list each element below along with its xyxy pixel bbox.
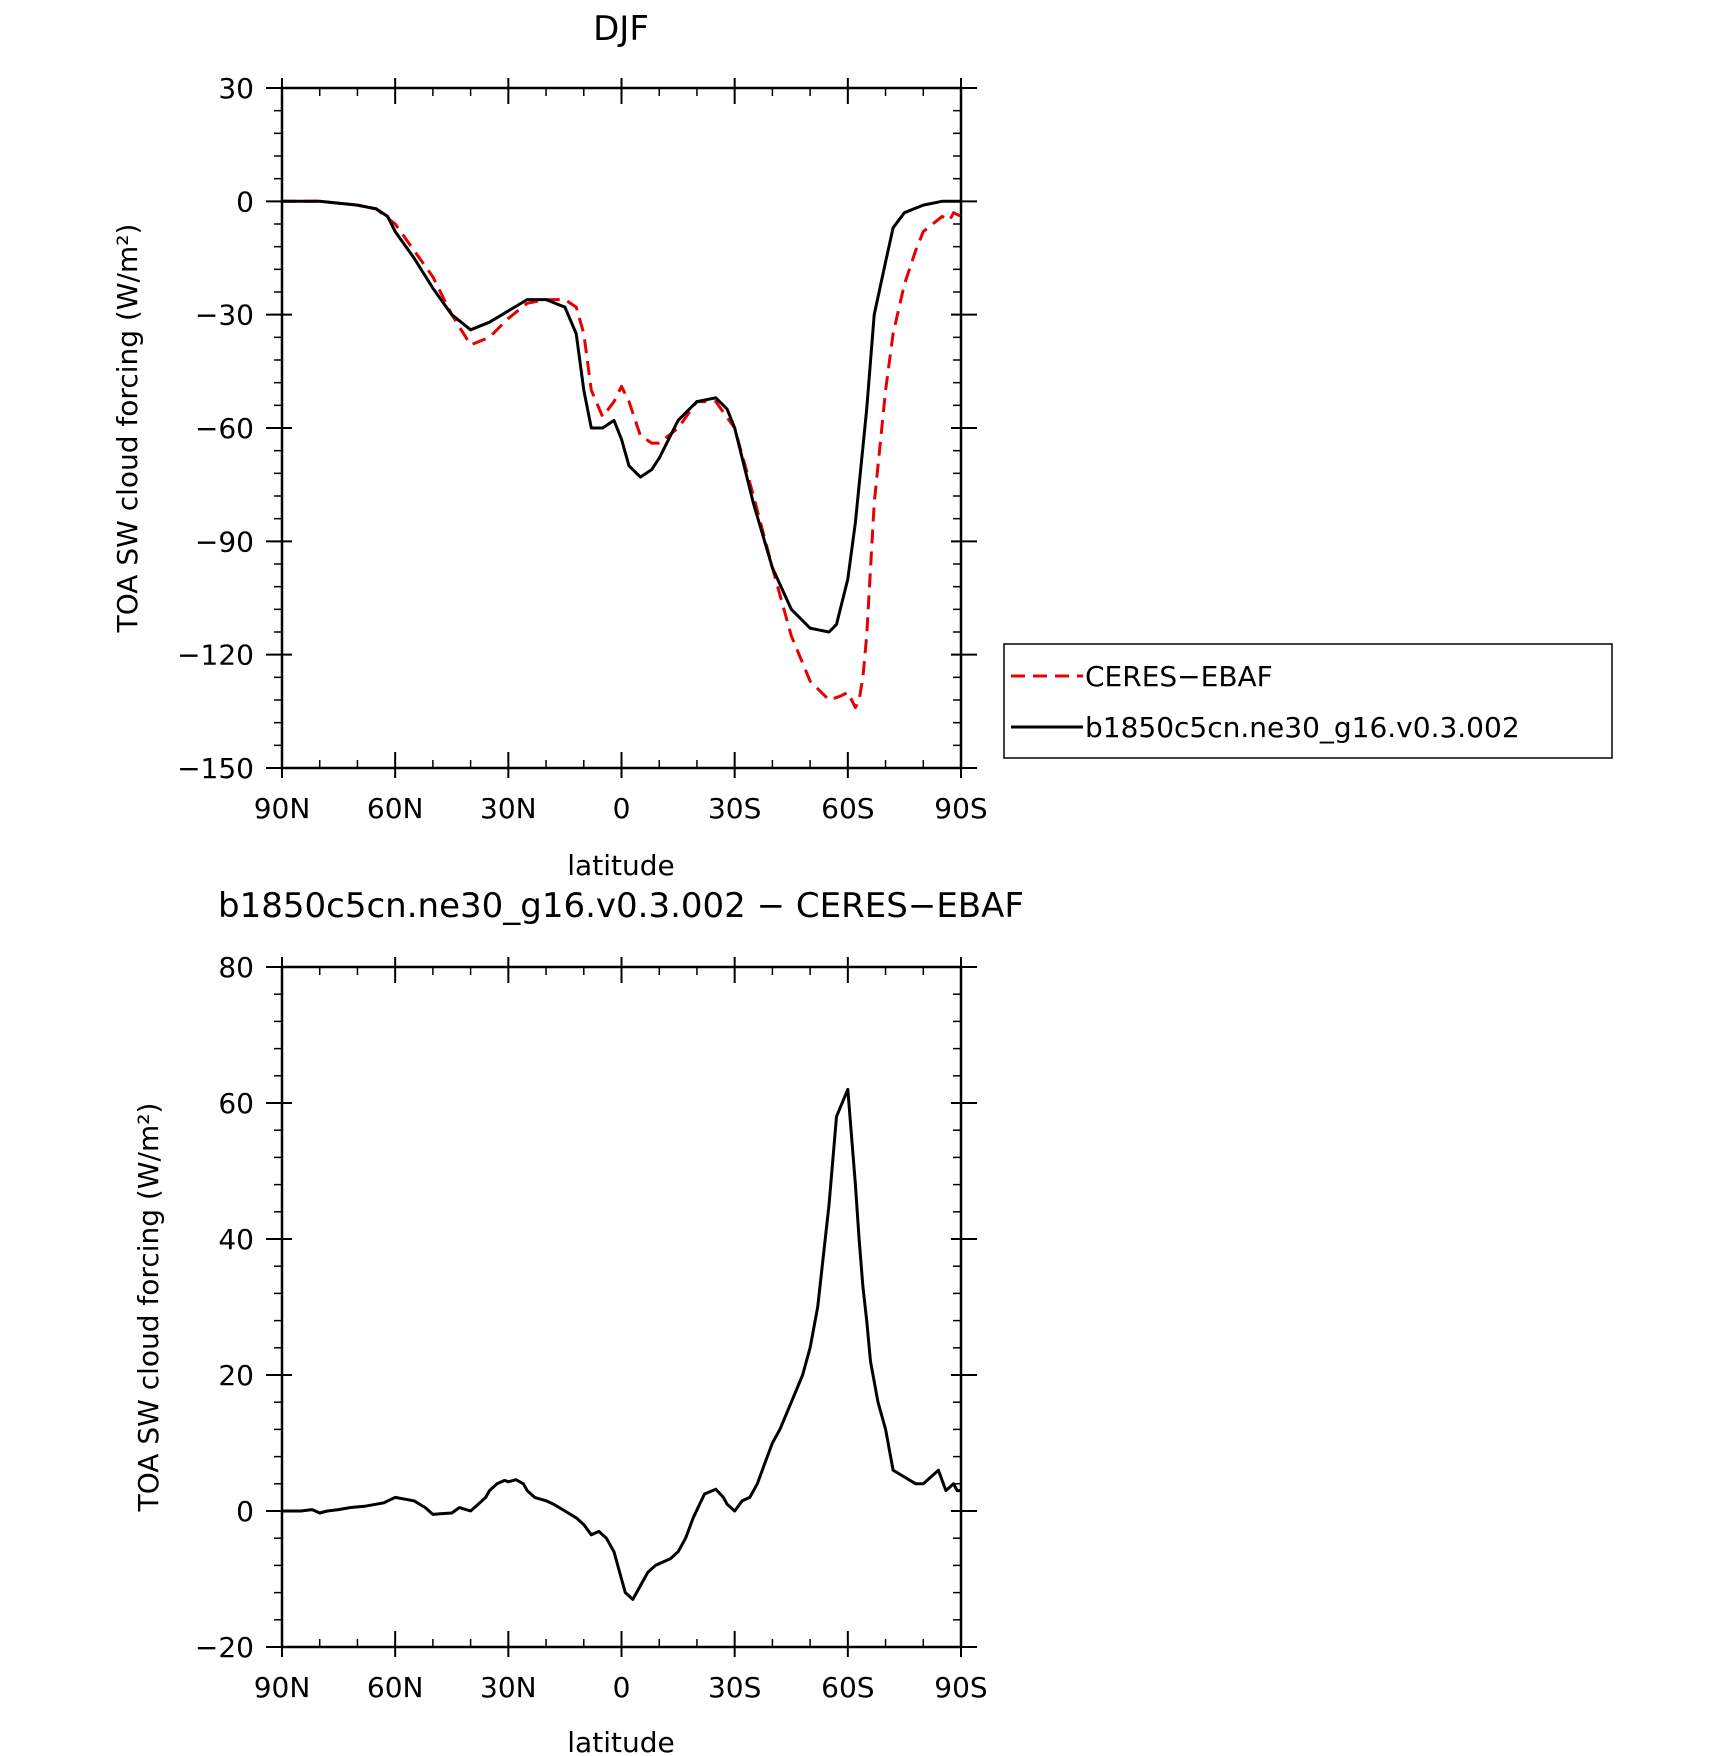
djf-x-tick-label: 90N [254,792,311,825]
difference-y-tick-label: 0 [236,1495,254,1528]
djf-y-tick-label: 30 [218,72,254,105]
difference-y-tick-label: 40 [218,1223,254,1256]
djf-y-axis-title: TOA SW cloud forcing (W/m²) [111,224,144,634]
djf-legend: CERES−EBAF b1850c5cn.ne30_g16.v0.3.002 [1003,643,1613,759]
difference-y-tick-label: 60 [218,1087,254,1120]
legend-model-label: b1850c5cn.ne30_g16.v0.3.002 [1085,711,1520,744]
djf-x-tick-label: 30S [708,792,761,825]
difference-plot-frame [280,965,963,1649]
legend-box [1003,643,1613,759]
difference-series-line-0 [282,1087,961,1601]
difference-x-tick-label: 60N [367,1671,424,1704]
djf-x-tick-label: 30N [480,792,537,825]
djf-series-line-0 [282,199,962,710]
djf-y-tick-label: −120 [177,639,254,672]
djf-x-tick-label: 0 [613,792,631,825]
difference-y-tick-label: −20 [195,1631,254,1664]
difference-x-tick-label: 60S [821,1671,874,1704]
difference-series-group [282,1087,961,1601]
difference-title: b1850c5cn.ne30_g16.v0.3.002 − CERES−EBAF [218,886,1024,926]
djf-plot-frame [280,86,963,770]
difference-y-tick-label: 80 [218,951,254,984]
djf-series-group [282,199,962,710]
difference-x-tick-label: 30N [480,1671,537,1704]
djf-x-tick-label: 60N [367,792,424,825]
djf-y-tick-label: −60 [195,412,254,445]
legend-ceres-label: CERES−EBAF [1085,660,1273,693]
djf-y-tick-label: −30 [195,299,254,332]
djf-title: DJF [593,9,649,49]
djf-x-tick-label: 60S [821,792,874,825]
djf-series-line-1 [282,199,961,634]
difference-y-tick-label: 20 [218,1359,254,1392]
difference-x-axis-title: latitude [567,1726,674,1756]
djf-ticks: 90N 60N 30N 0 30S 60S 90S 30 0 −30 −60 −90 −120 −150 [177,72,988,825]
djf-y-tick-label: −90 [195,525,254,558]
difference-x-tick-label: 90N [254,1671,311,1704]
difference-x-tick-label: 30S [708,1671,761,1704]
djf-panel: DJF 90N 60N 30N 0 30S 60S 90S 30 0 −30 −60 −90 −120 −… [111,9,1613,882]
difference-x-tick-label: 90S [934,1671,987,1704]
djf-x-tick-label: 90S [934,792,987,825]
difference-panel: b1850c5cn.ne30_g16.v0.3.002 − CERES−EBAF… [132,886,1024,1756]
djf-y-tick-label: −150 [177,752,254,785]
difference-x-tick-label: 0 [613,1671,631,1704]
difference-y-axis-title: TOA SW cloud forcing (W/m²) [132,1103,165,1513]
difference-ticks: 90N 60N 30N 0 30S 60S 90S 80 60 40 20 0 −20 [195,951,988,1704]
djf-y-tick-label: 0 [236,185,254,218]
djf-x-axis-title: latitude [567,849,674,882]
